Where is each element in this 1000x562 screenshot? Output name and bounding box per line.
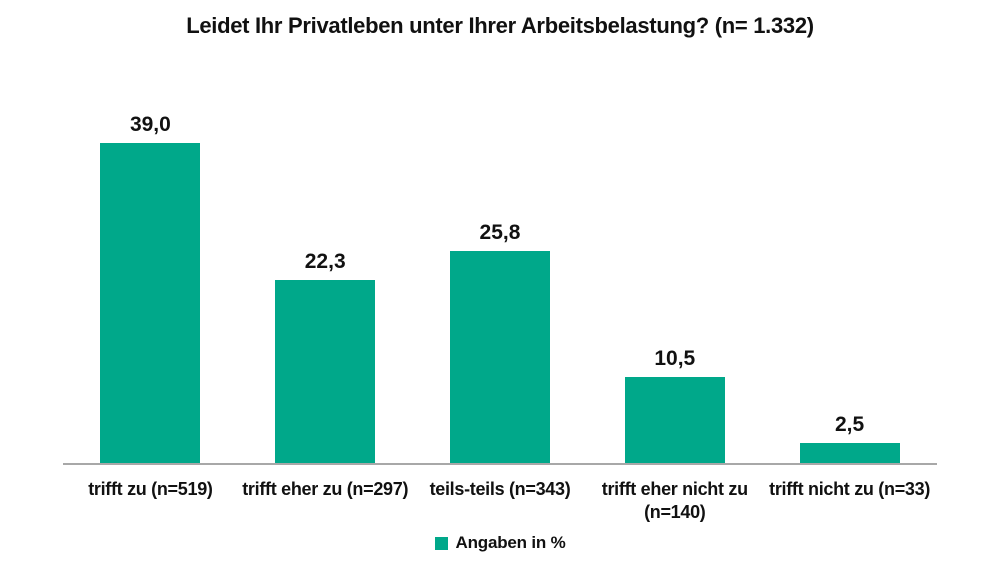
category-label-line: trifft eher nicht zu	[601, 479, 748, 499]
category-labels-row: trifft zu (n=519) trifft eher zu (n=297) t…	[63, 465, 937, 529]
bar-value-label: 22,3	[304, 250, 346, 274]
plot-row: 39,0 22,3 25,8 10,5 2,5	[63, 100, 937, 463]
category-label-line: (n=140)	[644, 502, 706, 523]
x-axis-line	[63, 463, 937, 465]
bar-column: 22,3	[238, 250, 413, 463]
bar	[624, 376, 725, 463]
legend-label: Angaben in %	[455, 533, 566, 552]
category-label: trifft nicht zu (n=33)	[762, 478, 937, 529]
legend-swatch-icon	[434, 536, 448, 550]
category-label: trifft eher zu (n=297)	[238, 478, 413, 529]
bar	[100, 143, 201, 463]
bar-value-label: 39,0	[129, 113, 171, 137]
bar-column: 25,8	[413, 221, 588, 463]
title-wrap: Leidet Ihr Privatleben unter Ihrer Arbei…	[0, 0, 1000, 100]
chart-title: Leidet Ihr Privatleben unter Ihrer Arbei…	[186, 13, 814, 38]
bar-column: 39,0	[63, 113, 238, 463]
category-label: trifft zu (n=519)	[63, 478, 238, 529]
bar-value-label: 2,5	[834, 412, 865, 436]
bar-column: 2,5	[762, 412, 937, 463]
category-label-line: trifft eher zu (n=297)	[242, 479, 409, 499]
bar	[799, 442, 900, 463]
bar-column: 10,5	[587, 347, 762, 463]
bar-value-label: 10,5	[654, 346, 696, 370]
bar	[449, 251, 550, 463]
bar-value-label: 25,8	[479, 221, 521, 245]
category-label-line: trifft nicht zu (n=33)	[769, 479, 931, 499]
category-label: trifft eher nicht zu (n=140)	[587, 478, 762, 529]
category-label: teils-teils (n=343)	[413, 478, 588, 529]
category-label-line: trifft zu (n=519)	[88, 479, 213, 499]
bar	[275, 280, 376, 463]
legend: Angaben in %	[0, 533, 1000, 553]
category-label-line: teils-teils (n=343)	[429, 479, 571, 499]
